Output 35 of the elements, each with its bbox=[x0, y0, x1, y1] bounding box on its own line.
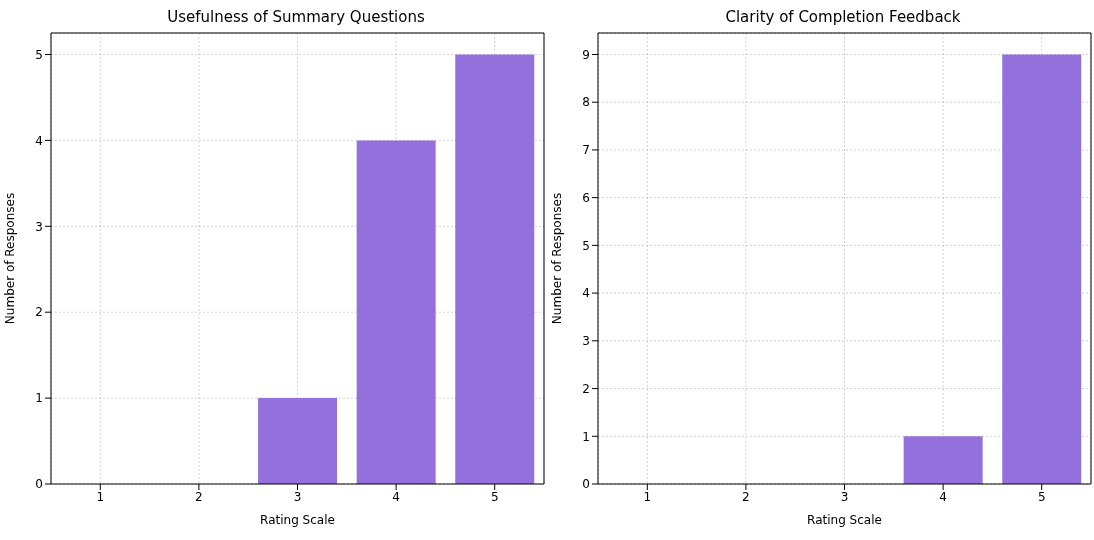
y-axis-title: Number of Responses bbox=[550, 192, 565, 325]
x-tick-label: 4 bbox=[939, 489, 947, 504]
x-tick-label: 4 bbox=[392, 489, 400, 504]
y-tick-label: 0 bbox=[35, 477, 43, 492]
x-tick-label: 2 bbox=[195, 489, 203, 504]
bar bbox=[258, 398, 338, 484]
bar bbox=[455, 54, 535, 484]
x-tick-label: 3 bbox=[840, 489, 849, 504]
y-tick-label: 9 bbox=[582, 47, 590, 62]
x-tick-label: 1 bbox=[96, 489, 105, 504]
y-tick-label: 1 bbox=[35, 391, 43, 406]
y-tick-label: 2 bbox=[582, 381, 590, 396]
x-tick-label: 5 bbox=[490, 489, 499, 504]
chart-title: Usefulness of Summary Questions bbox=[166, 8, 426, 26]
y-tick-label: 0 bbox=[582, 477, 590, 492]
y-tick-label: 8 bbox=[582, 95, 590, 110]
y-tick-label: 5 bbox=[582, 238, 590, 253]
y-tick-label: 4 bbox=[582, 286, 590, 301]
x-tick-label: 2 bbox=[742, 489, 750, 504]
y-axis-title: Number of Responses bbox=[3, 192, 18, 325]
x-tick-label: 3 bbox=[293, 489, 302, 504]
chart-title: Clarity of Completion Feedback bbox=[724, 8, 962, 26]
y-tick-label: 2 bbox=[35, 305, 43, 320]
x-tick-label: 5 bbox=[1037, 489, 1046, 504]
y-tick-label: 4 bbox=[35, 133, 43, 148]
x-axis-title: Rating Scale bbox=[807, 513, 882, 527]
y-tick-label: 7 bbox=[582, 143, 590, 158]
y-tick-label: 5 bbox=[35, 47, 43, 62]
y-tick-label: 6 bbox=[582, 190, 590, 205]
x-tick-label: 1 bbox=[643, 489, 652, 504]
bar bbox=[356, 140, 436, 484]
x-axis-title: Rating Scale bbox=[260, 513, 335, 527]
y-tick-label: 3 bbox=[582, 334, 590, 349]
y-tick-label: 1 bbox=[582, 429, 590, 444]
y-tick-label: 3 bbox=[35, 219, 43, 234]
